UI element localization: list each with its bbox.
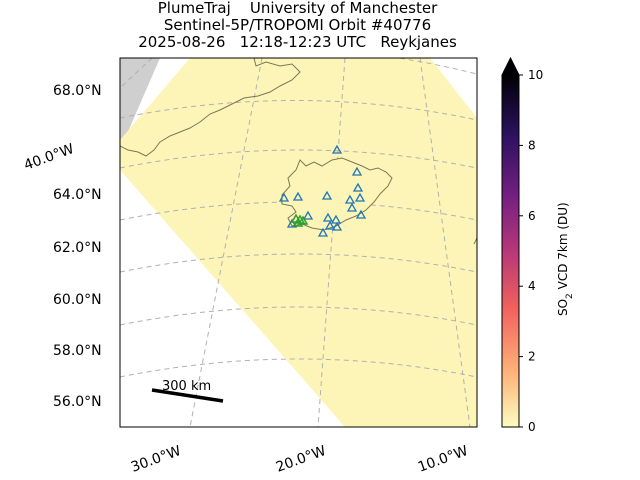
volcano-marker (331, 144, 343, 154)
colorbar-tick-label-8: 8 (528, 138, 536, 152)
lat-label-62: 62.0°N (53, 240, 102, 256)
grid-line-lon-20 (317, 58, 346, 427)
volcano-marker (278, 192, 290, 202)
volcano-marker (351, 166, 363, 176)
lat-label-58: 58.0°N (53, 343, 102, 359)
title-line-2: Sentinel-5P/TROPOMI Orbit #40776 (163, 16, 432, 34)
colorbar-gradient (502, 75, 519, 427)
lon-label-10: 10.0°W (416, 443, 470, 476)
scale-bar: 300 km (151, 379, 224, 403)
colorbar-extend-arrow (502, 58, 519, 75)
volcano-marker (324, 220, 336, 230)
greenland-coastline (120, 58, 301, 157)
grid-line-lat-60 (120, 253, 477, 273)
lon-label-30: 30.0°W (129, 443, 183, 476)
latitude-labels: 68.0°N 64.0°N 62.0°N 60.0°N 58.0°N 56.0°… (53, 83, 102, 410)
volcano-markers (278, 144, 367, 237)
lat-label-56: 56.0°N (53, 394, 102, 410)
scale-bar-line (151, 388, 224, 403)
lon-label-40: 40.0°W (22, 141, 76, 174)
colorbar-tick-label-0: 0 (528, 420, 536, 434)
colorbar: 0 2 4 6 8 10 SO2 VCD 7km (DU) (501, 56, 575, 434)
volcano-marker (330, 214, 342, 224)
volcano-marker (286, 218, 298, 228)
grid-line-lat-66 (120, 100, 477, 121)
colorbar-tick-label-4: 4 (528, 279, 536, 293)
source-marker (297, 215, 309, 225)
map-panel: 300 km (120, 58, 477, 427)
swath-area (120, 58, 477, 427)
title-line-1: PlumeTraj University of Manchester (157, 0, 438, 17)
title-line-3: 2025-08-26 12:18-12:23 UTC Reykjanes (138, 33, 457, 51)
colorbar-tick-label-10: 10 (528, 68, 543, 82)
lat-label-68: 68.0°N (53, 83, 102, 99)
volcano-marker (317, 227, 329, 237)
no-data-region (120, 58, 160, 150)
volcano-marker (355, 209, 367, 219)
volcano-marker (292, 191, 304, 201)
volcano-marker (322, 212, 334, 222)
colorbar-label: SO2 VCD 7km (DU) (556, 202, 575, 316)
volcano-marker (321, 190, 333, 200)
grid-line-lon-40 (120, 58, 153, 89)
grid-line-lat-58 (120, 306, 477, 326)
lat-label-60: 60.0°N (53, 292, 102, 308)
lon-label-20: 20.0°W (274, 443, 328, 476)
grid-line-lat-68 (140, 58, 477, 75)
volcano-marker (344, 194, 356, 204)
volcano-marker (354, 192, 366, 202)
grid-line-lat-56 (120, 358, 477, 378)
grid-line-lat-64 (120, 149, 477, 169)
volcano-marker (331, 221, 343, 231)
map-frame (119, 57, 478, 428)
lat-label-64: 64.0°N (53, 187, 102, 203)
volcano-marker (346, 202, 358, 212)
source-marker (292, 217, 304, 227)
reykjanes-source-markers (290, 213, 309, 227)
colorbar-outline (501, 56, 520, 428)
volcano-marker (302, 210, 314, 220)
colorbar-tick-label-6: 6 (528, 209, 536, 223)
grid-line-lon-10 (419, 58, 471, 427)
colorbar-tick-label-2: 2 (528, 350, 536, 364)
volcano-marker (352, 182, 364, 192)
scale-bar-label: 300 km (162, 379, 211, 394)
